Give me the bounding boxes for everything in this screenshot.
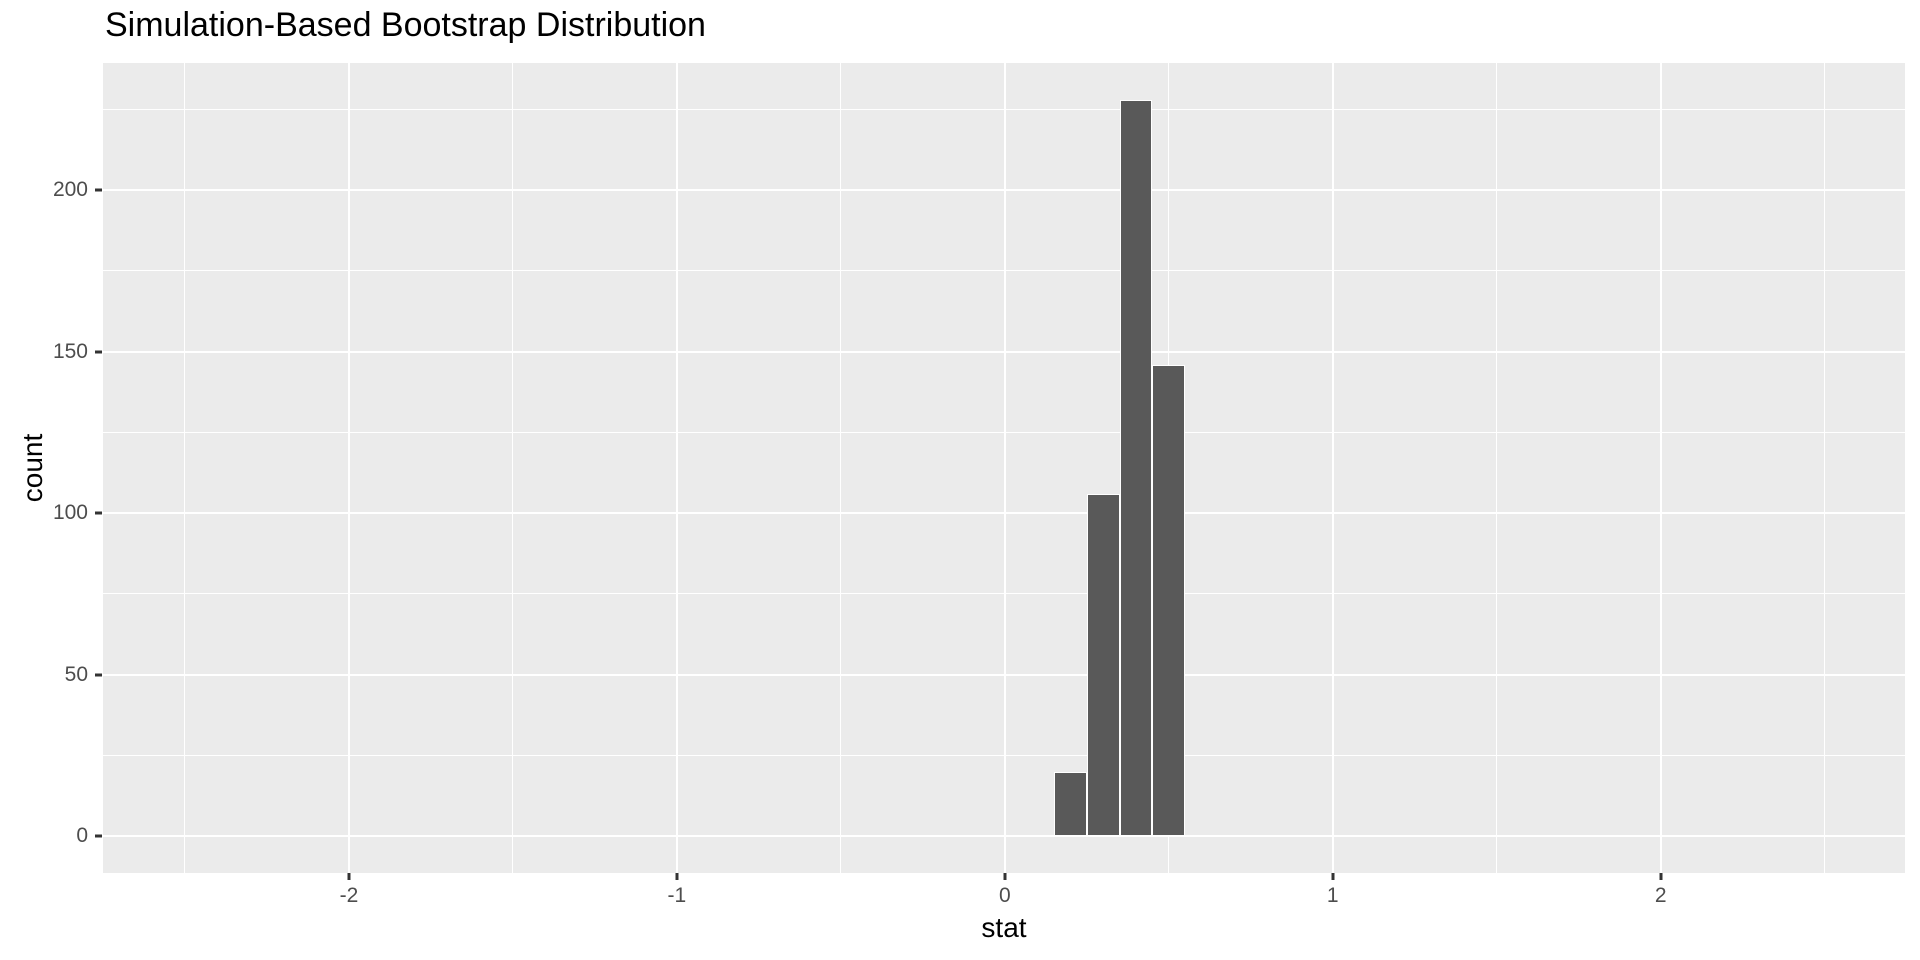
x-major-gridline — [347, 63, 350, 873]
plot-panel — [103, 63, 1905, 873]
y-major-gridline — [103, 189, 1905, 192]
y-tick-mark — [95, 673, 102, 677]
x-tick-label: -1 — [667, 884, 687, 907]
x-tick-mark — [347, 873, 351, 880]
y-axis-title: count — [17, 433, 48, 503]
y-tick-label: 150 — [52, 339, 88, 363]
y-major-gridline — [103, 673, 1905, 676]
x-major-gridline — [1331, 63, 1334, 873]
x-major-gridline — [1003, 63, 1006, 873]
y-tick-label: 50 — [64, 662, 88, 686]
x-minor-gridline — [512, 63, 514, 873]
y-major-gridline — [103, 350, 1905, 353]
x-tick-label: 2 — [1654, 884, 1667, 907]
y-tick-label: 100 — [52, 501, 88, 525]
x-tick-label: 0 — [998, 884, 1011, 907]
x-tick-mark — [1331, 873, 1335, 880]
y-tick-mark — [95, 511, 102, 515]
y-tick-label: 0 — [76, 824, 88, 848]
histogram-bar — [1086, 493, 1120, 837]
x-tick-mark — [1003, 873, 1007, 880]
x-axis-title: stat — [981, 912, 1027, 943]
y-tick-mark — [95, 188, 102, 192]
x-minor-gridline — [184, 63, 186, 873]
histogram-bar — [1152, 364, 1186, 837]
x-minor-gridline — [1496, 63, 1498, 873]
y-major-gridline — [103, 512, 1905, 515]
y-tick-label: 200 — [52, 178, 88, 202]
x-major-gridline — [1659, 63, 1662, 873]
x-minor-gridline — [1824, 63, 1826, 873]
y-tick-mark — [95, 834, 102, 838]
y-tick-mark — [95, 350, 102, 354]
y-major-gridline — [103, 835, 1905, 838]
x-tick-mark — [675, 873, 679, 880]
x-tick-label: 1 — [1326, 884, 1339, 907]
histogram-bar — [1054, 771, 1087, 837]
x-major-gridline — [675, 63, 678, 873]
x-tick-mark — [1659, 873, 1663, 880]
chart-title: Simulation-Based Bootstrap Distribution — [105, 6, 706, 44]
x-tick-label: -2 — [339, 884, 359, 907]
x-minor-gridline — [840, 63, 842, 873]
histogram-bar — [1119, 99, 1153, 837]
